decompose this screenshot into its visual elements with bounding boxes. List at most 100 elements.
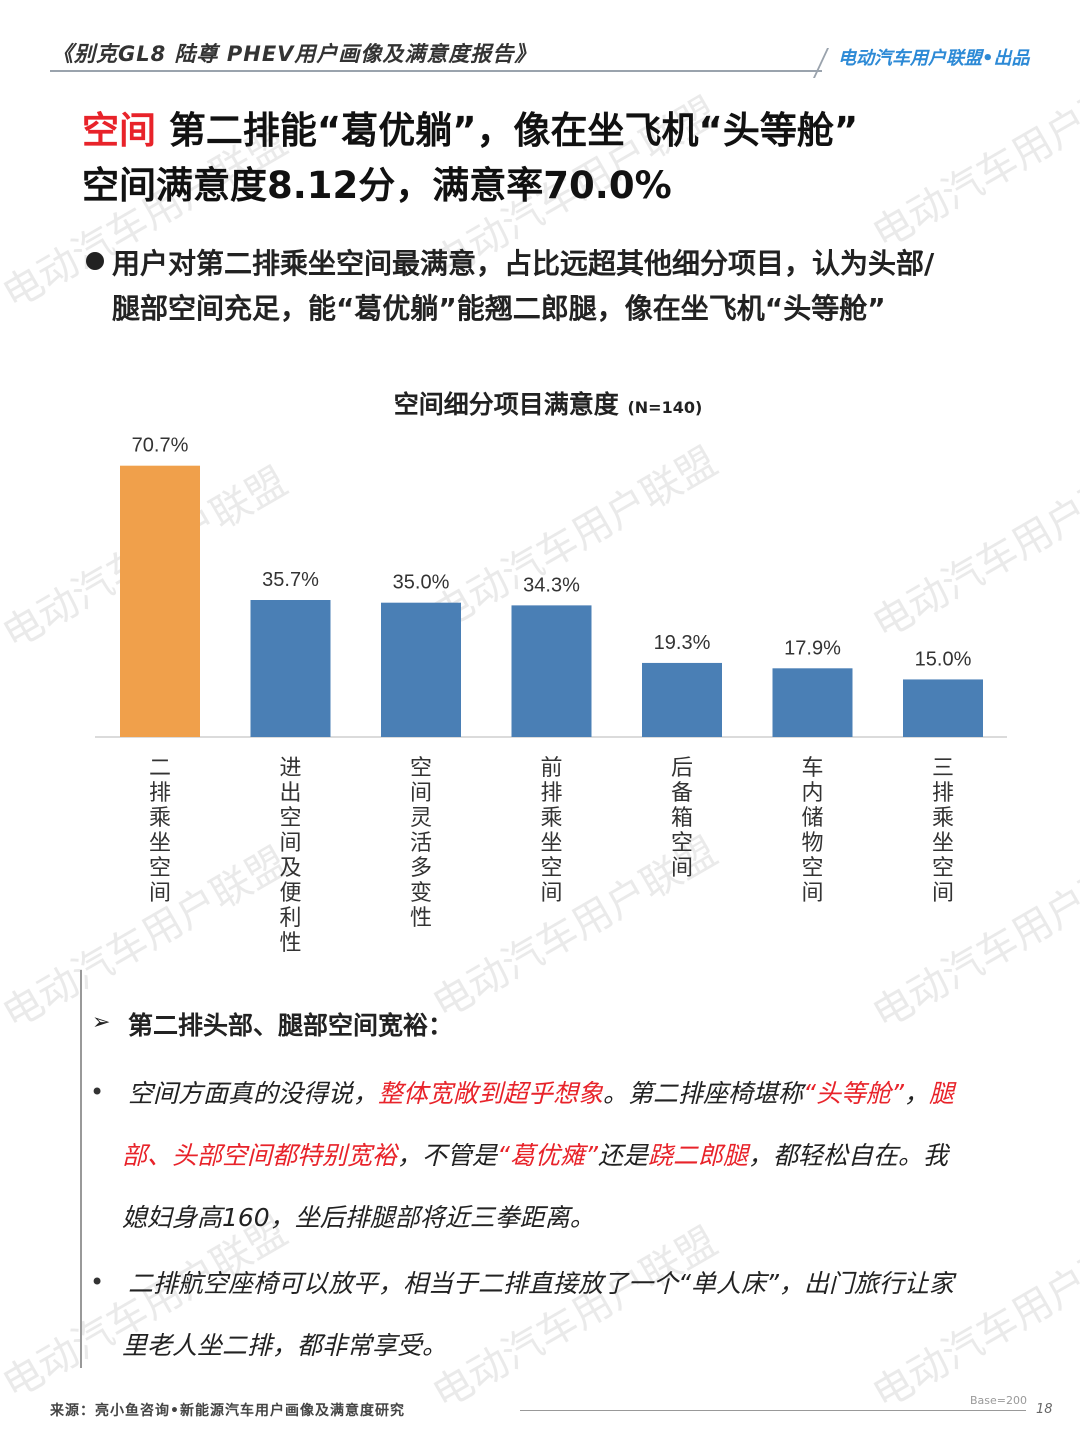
- data-label-2: 35.0%: [393, 572, 450, 594]
- chart-sample-note: (N=140): [627, 398, 703, 417]
- category-char: 间: [801, 881, 823, 906]
- category-char: 后: [671, 756, 693, 781]
- category-char: 坐: [540, 831, 562, 856]
- watermark: 电动汽车用户联盟: [425, 1218, 726, 1419]
- bullet-dot-icon: [86, 252, 104, 270]
- category-char: 空: [149, 856, 171, 881]
- quote-highlight: 腿: [928, 1079, 954, 1108]
- category-char: 车: [801, 756, 823, 781]
- category-char: 空: [932, 856, 954, 881]
- bar-4: [642, 662, 722, 737]
- category-label-3: 前排乘坐空间: [540, 756, 562, 906]
- quote-1-line-2: 部、头部空间都特别宽裕，不管是“葛优瘫”还是跷二郎腿，都轻松自在。我: [122, 1136, 948, 1172]
- chart-title: 空间细分项目满意度 (N=140): [0, 385, 1080, 421]
- bar-1: [250, 600, 331, 737]
- arrow-bullet-icon: ➢: [92, 1010, 111, 1035]
- category-char: 性: [410, 906, 432, 931]
- category-char: 便: [279, 881, 301, 906]
- category-char: 出: [279, 781, 301, 806]
- category-char: 多: [410, 856, 432, 881]
- summary-line-1: 用户对第二排乘坐空间最满意，占比远超其他细分项目，认为头部/: [112, 247, 935, 280]
- category-char: 乘: [932, 806, 954, 831]
- header-divider: [50, 70, 822, 72]
- footer-base: Base=200: [970, 1394, 1027, 1407]
- bar-5: [772, 668, 853, 737]
- category-char: 利: [279, 906, 301, 931]
- quote-1-line-1: 空间方面真的没得说，整体宽敞到超乎想象。第二排座椅堪称“头等舱”，腿: [128, 1074, 954, 1110]
- quote-highlight: “头等舱”: [803, 1079, 904, 1108]
- category-char: 内: [801, 781, 823, 806]
- category-char: 进: [279, 756, 301, 781]
- summary-line-2: 腿部空间充足，能“葛优躺”能翘二郎腿，像在坐飞机“头等舱”: [112, 292, 886, 325]
- category-char: 间: [932, 881, 954, 906]
- quote-2-line-2: 里老人坐二排，都非常享受。: [122, 1331, 448, 1360]
- category-char: 间: [540, 881, 562, 906]
- data-label-6: 15.0%: [915, 648, 972, 670]
- category-char: 间: [410, 781, 432, 806]
- category-char: 箱: [671, 806, 693, 831]
- data-label-5: 17.9%: [784, 637, 841, 659]
- category-char: 空: [801, 856, 823, 881]
- category-char: 及: [279, 856, 301, 881]
- quote-bullet: •: [90, 1268, 105, 1296]
- category-label-6: 三排乘坐空间: [932, 756, 954, 906]
- category-char: 二: [149, 756, 171, 781]
- quote-highlight: 整体宽敞到超乎想象: [378, 1079, 604, 1108]
- report-title: 《别克GL8 陆尊 PHEV用户画像及满意度报告》: [52, 42, 537, 66]
- category-char: 间: [279, 831, 301, 856]
- quote-side-bar: [80, 970, 82, 1368]
- category-char: 备: [671, 781, 693, 806]
- quote-bullet: •: [90, 1078, 105, 1106]
- quote-highlight: 跷二郎腿: [647, 1141, 748, 1170]
- data-label-4: 19.3%: [654, 632, 711, 654]
- watermark: 电动汽车用户联盟: [865, 1218, 1080, 1419]
- quote-1-line-3: 媳妇身高160，坐后排腿部将近三拳距离。: [122, 1203, 595, 1232]
- category-char: 乘: [149, 806, 171, 831]
- category-label-5: 车内储物空间: [801, 756, 823, 906]
- headline-keyword: 空间: [82, 109, 156, 152]
- category-char: 物: [801, 831, 823, 856]
- category-char: 排: [540, 781, 562, 806]
- category-char: 排: [932, 781, 954, 806]
- category-char: 坐: [932, 831, 954, 856]
- category-char: 间: [149, 881, 171, 906]
- bar-6: [903, 679, 983, 737]
- headline-line-1-text: 第二排能“葛优躺”，像在坐飞机“头等舱”: [156, 109, 859, 152]
- category-char: 空: [410, 756, 432, 781]
- category-label-0: 二排乘坐空间: [149, 756, 171, 906]
- page-number: 18: [1036, 1402, 1053, 1417]
- bar-chart: 70.7%二排乘坐空间35.7%进出空间及便利性35.0%空间灵活多变性34.3…: [95, 435, 1007, 956]
- category-char: 乘: [540, 806, 562, 831]
- bar-3: [511, 605, 592, 737]
- category-char: 三: [932, 756, 954, 781]
- category-char: 灵: [410, 806, 432, 831]
- quote-heading: 第二排头部、腿部空间宽裕：: [128, 1011, 454, 1040]
- headline-line-2: 空间满意度8.12分，满意率70.0%: [82, 164, 672, 207]
- category-label-1: 进出空间及便利性: [279, 756, 301, 956]
- quote-text: 还是: [597, 1141, 648, 1170]
- data-label-1: 35.7%: [262, 569, 319, 591]
- chart-title-text: 空间细分项目满意度: [393, 390, 619, 419]
- data-label-0: 70.7%: [132, 435, 189, 457]
- quote-highlight: 部、头部空间都特别宽裕: [122, 1141, 398, 1170]
- category-char: 储: [801, 806, 823, 831]
- quote-text: ，不管是: [397, 1141, 498, 1170]
- category-char: 性: [279, 931, 301, 956]
- footer-source: 来源：亮小鱼咨询•新能源汽车用户画像及满意度研究: [50, 1403, 405, 1419]
- data-label-3: 34.3%: [523, 574, 580, 596]
- category-char: 前: [540, 756, 562, 781]
- category-label-2: 空间灵活多变性: [410, 756, 432, 931]
- bar-2: [381, 602, 461, 737]
- brand-label: 电动汽车用户联盟•出品: [838, 48, 1030, 69]
- category-char: 变: [410, 881, 432, 906]
- quote-highlight: “葛优瘫”: [497, 1141, 598, 1170]
- category-char: 间: [671, 856, 693, 881]
- footer-divider: [520, 1410, 1026, 1411]
- category-label-4: 后备箱空间: [671, 756, 693, 881]
- category-char: 活: [410, 831, 432, 856]
- quote-2-line-1: 二排航空座椅可以放平，相当于二排直接放了一个“单人床”，出门旅行让家: [128, 1269, 954, 1298]
- category-char: 空: [671, 831, 693, 856]
- quote-text: ，都轻松自在。我: [747, 1141, 948, 1170]
- headline-line-1: 空间 第二排能“葛优躺”，像在坐飞机“头等舱”: [82, 100, 858, 154]
- quote-text: 。第二排座椅堪称: [603, 1079, 804, 1108]
